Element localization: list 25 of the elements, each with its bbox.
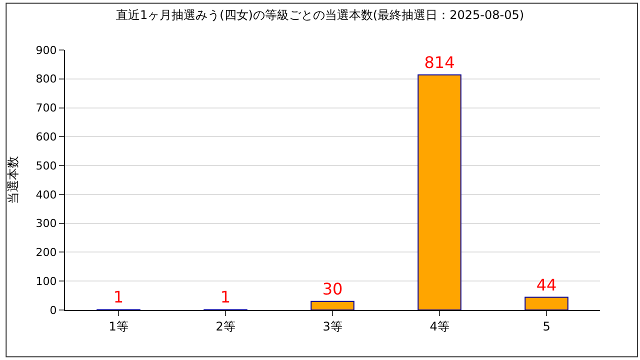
data-label: 814 (424, 52, 455, 72)
y-tick-label: 700 (36, 102, 57, 115)
x-tick-label: 1等 (108, 319, 128, 334)
data-label: 44 (536, 275, 557, 294)
x-tick-label: 3等 (322, 319, 342, 334)
bar (524, 296, 568, 310)
y-tick-label: 600 (36, 130, 57, 144)
y-tick-label: 900 (36, 44, 57, 57)
bar (418, 74, 462, 310)
data-label: 1 (113, 288, 124, 307)
y-tick-label: 200 (36, 246, 57, 260)
y-tick-label: 400 (36, 188, 57, 202)
x-tick-label: 4等 (430, 319, 450, 334)
data-label: 30 (322, 279, 343, 298)
y-tick-label: 300 (36, 217, 57, 230)
y-tick-label: 500 (36, 159, 57, 172)
chart-title: 直近1ヶ月抽選みう(四女)の等級ごとの当選本数(最終抽選日：2025-08-05) (116, 8, 524, 22)
bar (310, 300, 354, 310)
y-axis-title: 当選本数 (6, 156, 20, 204)
y-tick-label: 0 (50, 304, 57, 317)
y-tick-label: 100 (36, 274, 57, 288)
data-label: 1 (220, 288, 231, 307)
x-tick-label: 2等 (216, 319, 236, 334)
y-tick-label: 800 (36, 72, 57, 86)
x-tick-label: 5 (542, 319, 550, 334)
